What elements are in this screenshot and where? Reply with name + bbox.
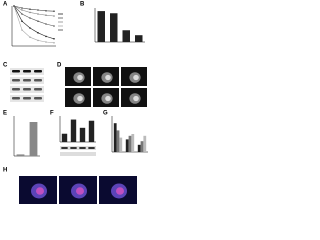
blot-band	[23, 88, 31, 91]
data-point	[29, 17, 31, 19]
data-line	[13, 5, 55, 44]
bar	[16, 154, 25, 156]
data-point	[21, 20, 23, 23]
data-point	[21, 13, 23, 15]
blot-band	[12, 88, 20, 91]
data-line	[13, 5, 55, 40]
blot-band	[70, 147, 77, 149]
bar	[116, 130, 120, 152]
bar	[135, 35, 143, 42]
blot-band	[61, 147, 68, 149]
panel-letter: H	[3, 168, 7, 174]
bar	[70, 119, 77, 142]
blot-strip	[60, 146, 96, 150]
data-point	[29, 11, 31, 14]
data-point	[21, 29, 23, 31]
panel-letter: G	[103, 111, 108, 117]
panel-letter: C	[3, 63, 8, 69]
data-point	[53, 42, 55, 44]
data-point	[21, 9, 23, 11]
blot-band	[34, 88, 42, 91]
nucleus	[105, 95, 111, 102]
panel-letter: B	[80, 2, 85, 8]
bar	[119, 137, 123, 152]
data-point	[37, 13, 39, 15]
blot-band	[79, 147, 86, 149]
data-point	[45, 23, 47, 25]
data-point	[29, 27, 31, 29]
blot-band	[88, 147, 95, 149]
data-point	[53, 10, 55, 12]
data-point	[53, 15, 55, 17]
figure: A B C D E F G H	[3, 2, 148, 204]
nucleus	[116, 187, 124, 195]
data-point	[29, 8, 31, 10]
nucleus	[77, 95, 83, 102]
data-point	[53, 38, 55, 40]
panel-letter: E	[3, 111, 7, 117]
nucleus	[76, 187, 84, 195]
data-point	[37, 32, 39, 34]
bar	[113, 123, 117, 152]
panel-letter: F	[50, 111, 54, 117]
data-point	[45, 41, 47, 43]
bar	[140, 141, 144, 152]
data-point	[37, 9, 39, 11]
blot-band	[34, 70, 42, 73]
data-point	[45, 35, 47, 38]
data-point	[37, 20, 39, 23]
blot-band	[12, 70, 20, 73]
bar	[97, 11, 105, 43]
blot-band	[23, 97, 31, 100]
blot-band	[12, 79, 20, 82]
nucleus	[77, 74, 83, 81]
nucleus	[105, 74, 111, 81]
data-line	[13, 5, 55, 27]
data-line	[13, 5, 55, 12]
panel-letter: A	[3, 2, 8, 8]
data-point	[21, 7, 23, 9]
blot-band	[23, 79, 31, 82]
data-point	[29, 36, 31, 38]
blot-band	[23, 70, 31, 73]
blot-band	[12, 97, 20, 100]
nucleus	[133, 95, 139, 102]
data-line	[13, 5, 55, 17]
blot-strip	[60, 152, 96, 156]
blot-band	[34, 79, 42, 82]
nucleus	[36, 187, 44, 195]
data-point	[53, 25, 55, 27]
data-point	[37, 39, 39, 42]
bar	[122, 30, 130, 42]
bar	[143, 135, 147, 152]
nucleus	[133, 74, 139, 81]
bar	[88, 120, 95, 142]
bar	[29, 122, 38, 156]
bar	[79, 127, 86, 142]
bar	[61, 133, 68, 142]
data-point	[45, 10, 47, 12]
data-point	[13, 5, 15, 7]
blot-band	[34, 97, 42, 100]
panel-letter: D	[57, 63, 62, 69]
data-point	[45, 14, 47, 16]
bar	[131, 134, 135, 152]
bar	[110, 13, 118, 42]
bar	[128, 135, 132, 152]
bar	[125, 139, 129, 152]
bar	[137, 144, 141, 152]
